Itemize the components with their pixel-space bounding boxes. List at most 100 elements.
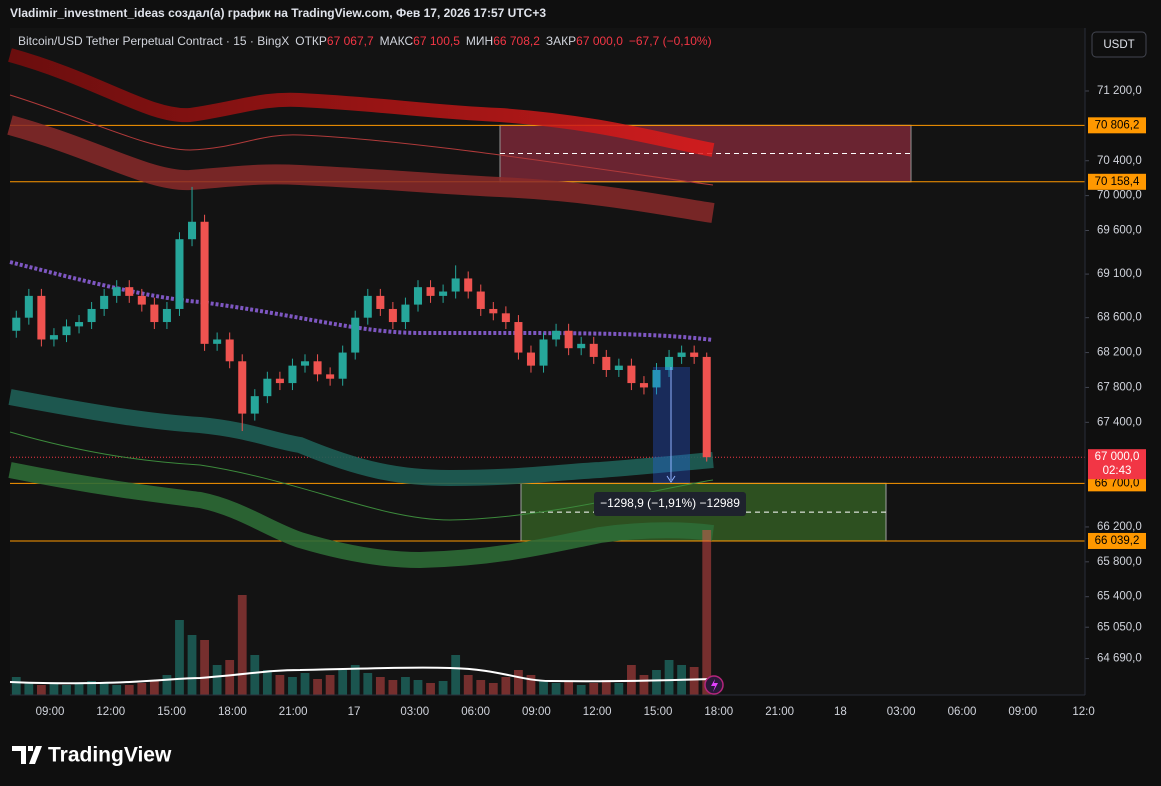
last-price-label: 67 000,0 [1095, 451, 1140, 463]
resistance-ribbon [8, 48, 715, 157]
candle-body [526, 352, 535, 366]
candle-body [300, 361, 310, 366]
candle-body [263, 378, 272, 397]
volume-bar [124, 685, 134, 695]
candle-body [602, 356, 611, 370]
volume-bar [212, 665, 222, 695]
y-tick-label: 65 050,0 [1097, 621, 1142, 633]
candle-body [652, 370, 661, 388]
candle-body [351, 317, 360, 353]
change: −67,7 (−0,10%) [629, 34, 712, 48]
attribution: Vladimir_investment_ideas создал(а) граф… [10, 6, 546, 20]
volume-bar [200, 640, 209, 695]
currency-label[interactable]: USDT [1103, 39, 1134, 51]
volume-bar [74, 683, 84, 695]
volume-bar [350, 665, 360, 695]
volume-bar [488, 683, 498, 695]
candle-body [200, 221, 209, 344]
candle-body [552, 330, 561, 340]
y-tick-label: 65 400,0 [1097, 591, 1142, 603]
x-tick-label: 21:00 [279, 706, 308, 718]
countdown: 02:43 [1103, 465, 1132, 477]
candle-body [639, 383, 648, 388]
stat-value: 67 100,5 [413, 34, 460, 48]
candle-body [439, 291, 448, 296]
volume-bar [137, 683, 147, 695]
candle-body [288, 365, 297, 384]
candle-body [564, 330, 573, 349]
x-tick-label: 21:00 [765, 706, 794, 718]
volume-bar [149, 681, 159, 695]
x-tick-label: 18 [834, 706, 847, 718]
volume-bar [300, 673, 310, 695]
level-label: 66 700,0 [1095, 477, 1140, 489]
stat-label: ОТКР [295, 34, 327, 48]
y-tick-label: 68 200,0 [1097, 347, 1142, 359]
last-price-badge [1088, 449, 1146, 480]
measure-text: −1298,9 (−1,91%) −12989 [600, 496, 740, 510]
volume-bar [689, 667, 699, 695]
y-tick-label: 68 600,0 [1097, 312, 1142, 324]
volume-bar [551, 683, 561, 695]
level-label: 70 806,2 [1095, 119, 1140, 131]
volume-bar [526, 675, 536, 695]
y-tick-label: 70 000,0 [1097, 190, 1142, 202]
volume-bar [476, 680, 486, 695]
volume-bar [325, 675, 335, 695]
volume-bar [501, 677, 511, 695]
volume-bar [49, 683, 59, 695]
candle-body [376, 295, 385, 309]
x-tick-label: 06:00 [948, 706, 977, 718]
stat-value: 67 000,0 [576, 34, 623, 48]
candle-body [125, 287, 134, 296]
legend: Bitcoin/USD Tether Perpetual Contract · … [18, 34, 712, 48]
volume-bar [614, 683, 624, 695]
candle-body [213, 339, 222, 344]
candle-body [238, 361, 247, 414]
x-tick-label: 17 [348, 706, 361, 718]
candle-body [62, 326, 71, 336]
candle-body [37, 295, 46, 340]
volume-bar [87, 681, 96, 695]
candle-body [401, 304, 410, 323]
stat-label: МИН [466, 34, 493, 48]
volume-bar [664, 660, 674, 695]
volume-bar [11, 677, 21, 695]
y-tick-label: 65 800,0 [1097, 556, 1142, 568]
support-ribbon [8, 389, 714, 487]
x-tick-label: 03:00 [887, 706, 916, 718]
x-tick-label: 18:00 [218, 706, 247, 718]
candle-body [275, 378, 284, 384]
level-badge [1088, 117, 1146, 134]
currency-button[interactable] [1091, 31, 1147, 58]
volume-bar [237, 595, 247, 695]
x-tick-label: 09:00 [36, 706, 65, 718]
y-tick-label: 66 200,0 [1097, 521, 1142, 533]
volume-bar [313, 679, 322, 695]
candle-body [313, 361, 322, 375]
volume-bar [187, 635, 197, 695]
x-tick-label: 03:00 [400, 706, 429, 718]
level-label: 66 039,2 [1095, 535, 1140, 547]
volume-bar [639, 675, 649, 695]
candle-body [49, 335, 58, 340]
symbol: Bitcoin/USD Tether Perpetual Contract · … [18, 34, 289, 48]
volume-bar [514, 670, 523, 695]
volume-bar [338, 670, 348, 695]
candle-body [100, 295, 109, 309]
volume-bar [375, 677, 385, 695]
volume-bar [288, 677, 297, 695]
x-tick-label: 09:00 [1008, 706, 1037, 718]
resistance-line [9, 94, 714, 186]
volume-bar [589, 683, 599, 695]
stat-value: 66 708,2 [493, 34, 540, 48]
volume-bar [539, 680, 548, 695]
logo-text: TradingView [48, 744, 172, 767]
candle-body [677, 352, 686, 357]
volume-bar [401, 677, 410, 695]
y-tick-label: 69 600,0 [1097, 225, 1142, 237]
measure-tooltip [594, 492, 746, 516]
x-tick-label: 12:00 [96, 706, 125, 718]
volume-bar [576, 685, 586, 695]
